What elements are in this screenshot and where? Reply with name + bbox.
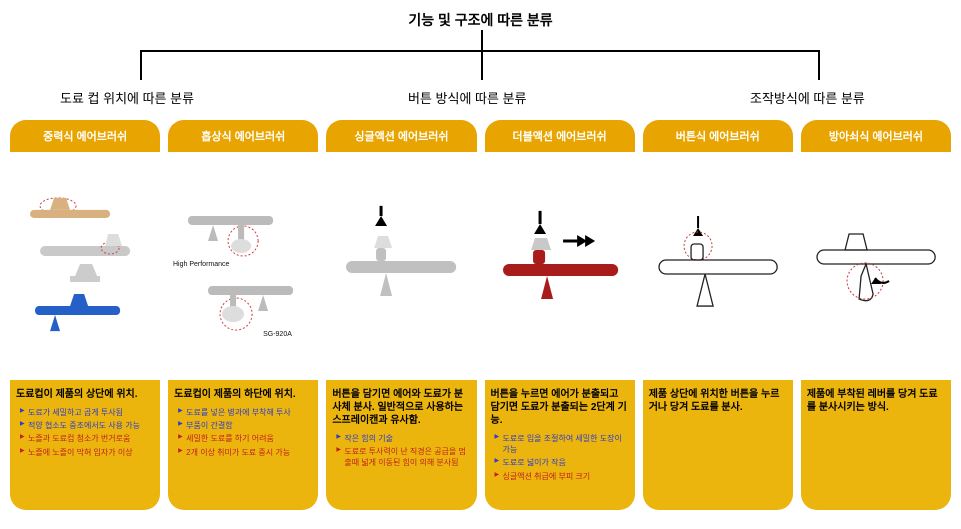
card-body: 도료컵이 제품의 하단에 위치. 도료를 넣은 병과에 부착해 투사부품이 간결… <box>168 380 318 510</box>
bullet-item: 도료로 투사력이 난 직경은 공급을 멈출때 넓게 이동된 힘이 의해 분사됨 <box>336 446 470 468</box>
airbrush-icon <box>485 152 635 380</box>
card-bold-text: 제품 상단에 위치한 버튼을 누르거나 당겨 도료를 분사. <box>649 388 787 414</box>
card-double-action: 더블액션 에어브러쉬 버튼을 누르면 에어가 분출되고 담기면 도료가 분출되는… <box>485 120 635 510</box>
connector-line <box>481 50 483 80</box>
card-title: 중력식 에어브러쉬 <box>10 120 160 152</box>
bullet-item: 작은 힘의 기술 <box>336 433 470 444</box>
connector-line <box>818 50 820 80</box>
card-bold-text: 도료컵이 제품의 하단에 위치. <box>174 388 312 401</box>
card-image <box>485 152 635 380</box>
card-title: 버튼식 에어브러쉬 <box>643 120 793 152</box>
airbrush-icon: High Performance SG-920A <box>168 152 318 380</box>
card-trigger-type: 방아쇠식 에어브러쉬 제품에 부착된 레버를 당겨 도료를 분사시키는 방식. <box>801 120 951 510</box>
card-image: High Performance SG-920A <box>168 152 318 380</box>
bullet-item: 세밀한 도료를 하기 어려움 <box>178 433 312 444</box>
subcategory-label: 조작방식에 따른 분류 <box>750 88 865 107</box>
root-title: 기능 및 구조에 따른 분류 <box>408 10 552 30</box>
bullet-item: 도료로 넓이가 작음 <box>495 457 629 468</box>
card-bullets: 도료가 세밀하고 곱게 투사됨적양 협소도 중조에서도 사용 가능노즐과 도료컵… <box>16 407 154 458</box>
bullet-item: 부품이 간결함 <box>178 420 312 431</box>
bullet-item: 노즐에 노즐이 막혀 입자가 이상 <box>20 447 154 458</box>
bullet-item: 적양 협소도 중조에서도 사용 가능 <box>20 420 154 431</box>
airbrush-icon <box>326 152 476 380</box>
subcategory-label: 버튼 방식에 따른 분류 <box>408 88 526 107</box>
card-body: 제품 상단에 위치한 버튼을 누르거나 당겨 도료를 분사. <box>643 380 793 510</box>
card-bold-text: 버튼을 누르면 에어가 분출되고 담기면 도료가 분출되는 2단계 기능. <box>491 388 629 427</box>
subcategory-label: 도료 컵 위치에 따른 분류 <box>60 88 194 107</box>
card-bullets: 작은 힘의 기술도료로 투사력이 난 직경은 공급을 멈출때 넓게 이동된 힘이… <box>332 433 470 469</box>
card-bold-text: 버튼을 담기면 에어와 도료가 분사체 분사. 일반적으로 사용하는 스프레이캔… <box>332 388 470 427</box>
card-title: 싱글액션 에어브러쉬 <box>326 120 476 152</box>
card-single-action: 싱글액션 에어브러쉬 버튼을 담기면 에어와 도료가 분사체 분사. 일반적으로… <box>326 120 476 510</box>
bullet-item: 도료가 세밀하고 곱게 투사됨 <box>20 407 154 418</box>
bullet-item: 도료로 입을 조절하여 세밀한 도장이 가능 <box>495 433 629 455</box>
cards-row: 중력식 에어브러쉬 도료컵이 제품의 상단에 위치. <box>10 120 951 510</box>
card-title: 흡상식 에어브러쉬 <box>168 120 318 152</box>
airbrush-icon <box>643 152 793 380</box>
card-body: 버튼을 누르면 에어가 분출되고 담기면 도료가 분출되는 2단계 기능. 도료… <box>485 380 635 510</box>
svg-text:SG-920A: SG-920A <box>263 331 292 338</box>
connector-line <box>481 30 483 50</box>
card-bullets: 도료를 넣은 병과에 부착해 투사부품이 간결함세밀한 도료를 하기 어려움 2개… <box>174 407 312 458</box>
card-bold-text: 제품에 부착된 레버를 당겨 도료를 분사시키는 방식. <box>807 388 945 414</box>
card-suction: 흡상식 에어브러쉬 High Performance SG-920A 도료컵이 … <box>168 120 318 510</box>
card-gravity: 중력식 에어브러쉬 도료컵이 제품의 상단에 위치. <box>10 120 160 510</box>
svg-text:High Performance: High Performance <box>173 261 230 268</box>
card-button-type: 버튼식 에어브러쉬 제품 상단에 위치한 버튼을 누르거나 당겨 도료를 분사. <box>643 120 793 510</box>
card-image <box>801 152 951 380</box>
connector-line <box>140 50 142 80</box>
card-body: 제품에 부착된 레버를 당겨 도료를 분사시키는 방식. <box>801 380 951 510</box>
airbrush-icon <box>801 152 951 380</box>
bullet-item: 노즐과 도료컵 청소가 번거로움 <box>20 433 154 444</box>
card-image <box>326 152 476 380</box>
bullet-item: 2개 이상 취미가 도료 중시 가능 <box>178 447 312 458</box>
card-body: 버튼을 담기면 에어와 도료가 분사체 분사. 일반적으로 사용하는 스프레이캔… <box>326 380 476 510</box>
card-body: 도료컵이 제품의 상단에 위치. 도료가 세밀하고 곱게 투사됨적양 협소도 중… <box>10 380 160 510</box>
card-image <box>643 152 793 380</box>
card-image <box>10 152 160 380</box>
bullet-item: 도료를 넣은 병과에 부착해 투사 <box>178 407 312 418</box>
card-bullets: 도료로 입을 조절하여 세밀한 도장이 가능도료로 넓이가 작음싱글액션 취급에… <box>491 433 629 482</box>
card-title: 더블액션 에어브러쉬 <box>485 120 635 152</box>
card-title: 방아쇠식 에어브러쉬 <box>801 120 951 152</box>
card-bold-text: 도료컵이 제품의 상단에 위치. <box>16 388 154 401</box>
bullet-item: 싱글액션 취급에 부피 크기 <box>495 471 629 482</box>
airbrush-icon <box>10 152 160 380</box>
